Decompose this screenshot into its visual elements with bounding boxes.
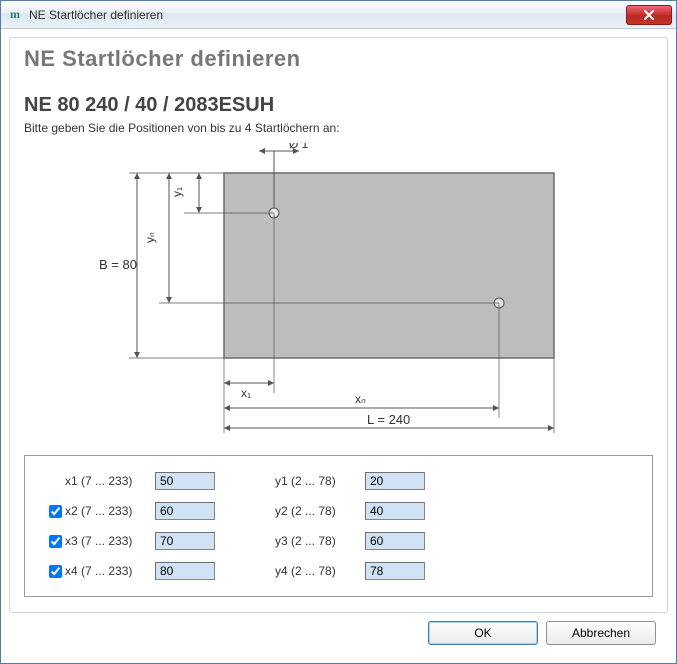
x-label: x1 (7 ... 233) bbox=[65, 474, 155, 488]
y-input[interactable] bbox=[365, 562, 425, 580]
cancel-button[interactable]: Abbrechen bbox=[546, 621, 656, 645]
x-input[interactable] bbox=[155, 532, 215, 550]
x-input-cell bbox=[155, 562, 245, 580]
y-input[interactable] bbox=[365, 502, 425, 520]
app-icon: m bbox=[7, 7, 23, 23]
y-label: y4 (2 ... 78) bbox=[275, 564, 365, 578]
row-enable-checkbox[interactable] bbox=[49, 505, 62, 518]
row-check-cell bbox=[45, 535, 65, 548]
y-input-cell bbox=[365, 472, 455, 490]
x-input-cell bbox=[155, 502, 245, 520]
input-row: x2 (7 ... 233) y2 (2 ... 78) bbox=[45, 496, 632, 526]
ok-button[interactable]: OK bbox=[428, 621, 538, 645]
x-input[interactable] bbox=[155, 502, 215, 520]
input-row: x4 (7 ... 233) y4 (2 ... 78) bbox=[45, 556, 632, 586]
y-label: y1 (2 ... 78) bbox=[275, 474, 365, 488]
row-enable-checkbox[interactable] bbox=[49, 535, 62, 548]
svg-text:y₁: y₁ bbox=[170, 187, 184, 197]
svg-text:xₙ: xₙ bbox=[355, 392, 366, 406]
button-bar: OK Abbrechen bbox=[9, 613, 668, 655]
y-input-cell bbox=[365, 562, 455, 580]
input-row: x1 (7 ... 233) y1 (2 ... 78) bbox=[45, 466, 632, 496]
inputs-table: x1 (7 ... 233) y1 (2 ... 78) x2 (7 ... 233… bbox=[24, 455, 653, 597]
row-check-cell bbox=[45, 505, 65, 518]
close-button[interactable] bbox=[626, 5, 672, 25]
x-input[interactable] bbox=[155, 562, 215, 580]
y-label: y2 (2 ... 78) bbox=[275, 504, 365, 518]
svg-text:L = 240: L = 240 bbox=[367, 412, 410, 427]
instruction-text: Bitte geben Sie die Positionen von bis z… bbox=[24, 121, 653, 135]
svg-text:B = 80: B = 80 bbox=[99, 257, 137, 272]
y-input[interactable] bbox=[365, 532, 425, 550]
dialog-window: m NE Startlöcher definieren NE Startlöch… bbox=[0, 0, 677, 664]
x-label: x3 (7 ... 233) bbox=[65, 534, 155, 548]
y-label: y3 (2 ... 78) bbox=[275, 534, 365, 548]
row-check-cell bbox=[45, 565, 65, 578]
x-input[interactable] bbox=[155, 472, 215, 490]
window-title: NE Startlöcher definieren bbox=[29, 8, 626, 22]
y-input[interactable] bbox=[365, 472, 425, 490]
close-icon bbox=[643, 10, 655, 20]
main-group: NE Startlöcher definieren NE 80 240 / 40… bbox=[9, 37, 668, 613]
x-label: x4 (7 ... 233) bbox=[65, 564, 155, 578]
x-input-cell bbox=[155, 472, 245, 490]
svg-text:Ø 1: Ø 1 bbox=[289, 143, 309, 151]
input-row: x3 (7 ... 233) y3 (2 ... 78) bbox=[45, 526, 632, 556]
y-input-cell bbox=[365, 532, 455, 550]
group-header: NE Startlöcher definieren bbox=[24, 46, 653, 72]
svg-text:yₙ: yₙ bbox=[143, 232, 157, 243]
diagram: Ø 1 B = 80 y₁ yₙ bbox=[24, 143, 653, 443]
spec-title: NE 80 240 / 40 / 2083ESUH bbox=[24, 94, 653, 117]
svg-text:x₁: x₁ bbox=[241, 386, 251, 400]
client-area: NE Startlöcher definieren NE 80 240 / 40… bbox=[1, 29, 676, 663]
x-label: x2 (7 ... 233) bbox=[65, 504, 155, 518]
y-input-cell bbox=[365, 502, 455, 520]
row-enable-checkbox[interactable] bbox=[49, 565, 62, 578]
x-input-cell bbox=[155, 532, 245, 550]
titlebar[interactable]: m NE Startlöcher definieren bbox=[1, 1, 676, 29]
